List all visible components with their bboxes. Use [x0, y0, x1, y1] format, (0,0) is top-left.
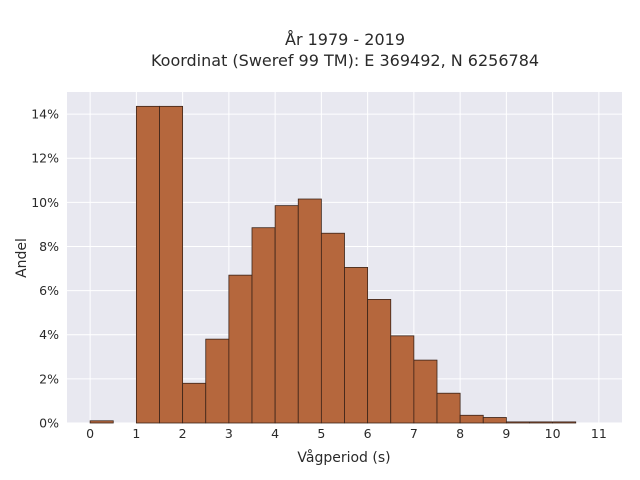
histogram-bar — [505, 421, 530, 424]
x-axis-label: Vågperiod (s) — [297, 449, 390, 466]
histogram-bar — [390, 335, 415, 424]
x-tick-label: 9 — [502, 426, 510, 441]
histogram-bar — [529, 421, 554, 424]
y-tick-label: 12% — [31, 151, 59, 166]
histogram-bar — [344, 267, 369, 424]
x-tick-label: 3 — [225, 426, 233, 441]
y-tick-label: 0% — [39, 416, 59, 431]
x-tick-label: 1 — [132, 426, 140, 441]
x-tick-label: 4 — [271, 426, 279, 441]
y-tick-label: 2% — [39, 371, 59, 386]
histogram-bar — [436, 392, 461, 424]
y-tick-label: 8% — [39, 239, 59, 254]
y-tick-label: 10% — [31, 195, 59, 210]
histogram-bar — [320, 232, 345, 424]
y-tick-label: 6% — [39, 283, 59, 298]
x-tick-label: 7 — [410, 426, 418, 441]
bars — [89, 105, 577, 424]
histogram-bar — [413, 359, 438, 424]
x-tick-label: 6 — [364, 426, 372, 441]
y-axis-label: Andel — [14, 238, 30, 278]
y-tick-label: 14% — [31, 107, 59, 122]
histogram-bar — [135, 105, 160, 424]
histogram-bar — [205, 338, 230, 424]
x-tick-label: 5 — [317, 426, 325, 441]
x-tick-label: 0 — [86, 426, 94, 441]
chart-title-line2: Koordinat (Sweref 99 TM): E 369492, N 62… — [151, 51, 539, 70]
histogram-bar — [159, 105, 184, 424]
histogram-bar — [89, 420, 114, 424]
x-tick-label: 2 — [179, 426, 187, 441]
histogram-bar — [552, 421, 577, 424]
histogram-bar — [228, 274, 253, 424]
x-tick-label: 8 — [456, 426, 464, 441]
x-tick-label: 10 — [545, 426, 561, 441]
histogram-bar — [297, 198, 322, 424]
histogram-bar — [482, 417, 507, 424]
histogram-bar — [459, 414, 484, 424]
histogram-bar — [274, 205, 299, 424]
x-tick-labels: 0 1 2 3 4 5 6 7 8 9 10 11 — [86, 426, 607, 441]
chart-title-line1: År 1979 - 2019 — [285, 30, 405, 49]
x-tick-label: 11 — [591, 426, 607, 441]
histogram-bar — [251, 227, 276, 424]
y-tick-labels: 0% 2% 4% 6% 8% 10% 12% 14% — [31, 107, 59, 431]
histogram-bar — [367, 299, 392, 424]
histogram-bar — [182, 382, 207, 424]
y-tick-label: 4% — [39, 327, 59, 342]
